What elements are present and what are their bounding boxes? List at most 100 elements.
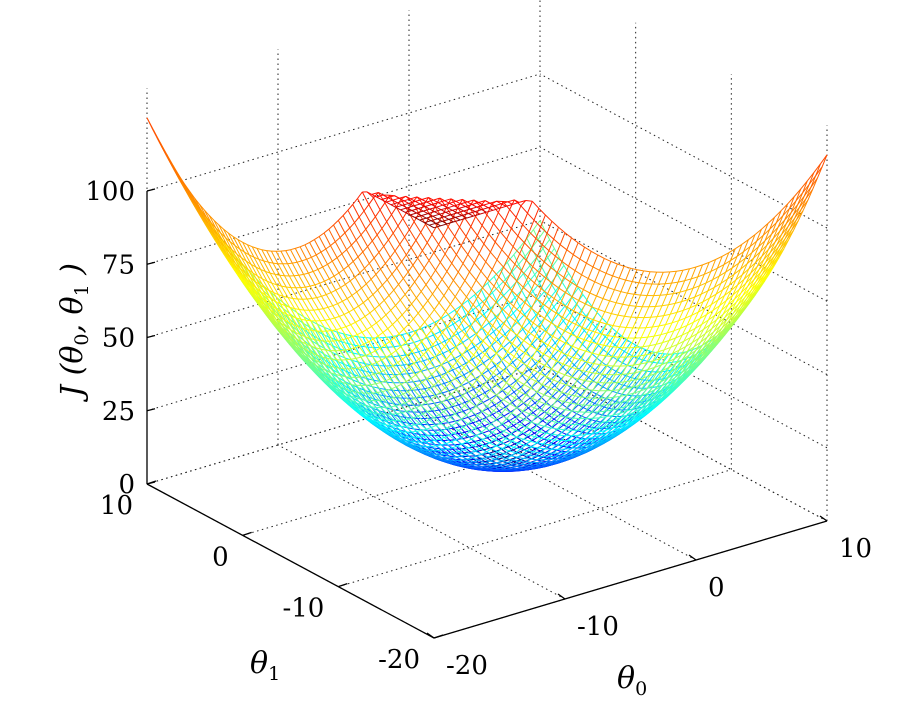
mesh-segment — [311, 297, 317, 299]
mesh-segment — [348, 387, 355, 396]
mesh-segment — [506, 262, 513, 273]
mesh-segment — [265, 295, 273, 307]
mesh-segment — [366, 325, 372, 330]
mesh-segment — [347, 343, 354, 354]
mesh-segment — [549, 380, 555, 386]
mesh-segment — [492, 285, 500, 294]
mesh-segment — [446, 425, 453, 429]
mesh-segment — [371, 326, 379, 337]
mesh-segment — [436, 352, 444, 357]
mesh-segment — [548, 409, 557, 416]
mesh-segment — [526, 238, 533, 249]
mesh-segment — [367, 294, 374, 300]
mesh-segment — [354, 374, 362, 378]
mesh-segment — [508, 420, 514, 426]
mesh-segment — [569, 351, 577, 361]
mesh-segment — [455, 439, 463, 445]
mesh-segment — [566, 401, 575, 409]
mesh-segment — [564, 435, 572, 442]
mesh-segment — [430, 425, 437, 428]
mesh-segment — [289, 307, 297, 319]
mesh-segment — [297, 326, 304, 329]
mesh-segment — [599, 398, 607, 406]
mesh-segment — [578, 404, 584, 409]
mesh-segment — [338, 269, 344, 274]
mesh-segment — [247, 269, 255, 282]
mesh-segment — [282, 328, 290, 339]
mesh-segment — [208, 215, 215, 221]
mesh-segment — [310, 320, 318, 325]
mesh-segment — [364, 375, 370, 378]
wall-grid-horizontal — [539, 366, 828, 522]
mesh-segment — [247, 244, 253, 248]
mesh-segment — [561, 273, 570, 283]
mesh-segment — [370, 383, 376, 386]
mesh-segment — [548, 440, 554, 444]
mesh-segment — [180, 177, 186, 186]
mesh-segment — [208, 215, 217, 229]
mesh-segment — [213, 219, 220, 226]
mesh-segment — [346, 249, 354, 262]
mesh-segment — [437, 344, 444, 354]
mesh-segment — [445, 443, 453, 449]
mesh-segment — [459, 319, 465, 330]
mesh-segment — [446, 428, 452, 435]
mesh-segment — [279, 303, 288, 315]
mesh-segment — [557, 394, 565, 401]
mesh-segment — [374, 308, 382, 320]
mesh-segment — [353, 391, 361, 400]
mesh-segment — [511, 264, 519, 273]
mesh-segment — [285, 326, 293, 337]
mesh-segment — [349, 280, 358, 293]
mesh-segment — [499, 325, 506, 335]
mesh-segment — [459, 426, 465, 433]
mesh-segment — [380, 318, 389, 329]
mesh-segment — [299, 334, 307, 345]
mesh-segment — [466, 392, 473, 400]
mesh-segment — [538, 447, 545, 450]
mesh-segment — [291, 316, 299, 327]
mesh-segment — [523, 458, 531, 460]
mesh-segment — [549, 336, 556, 344]
mesh-segment — [353, 305, 359, 310]
wall-grid-horizontal — [146, 73, 541, 192]
mesh-segment — [260, 268, 266, 272]
mesh-segment — [360, 355, 366, 358]
mesh-segment — [468, 455, 476, 457]
mesh-segment — [448, 420, 456, 424]
mesh-segment — [350, 384, 357, 392]
x-tick-mark — [688, 554, 697, 561]
mesh-segment — [411, 351, 419, 355]
mesh-segment — [331, 351, 339, 356]
mesh-segment — [563, 320, 569, 328]
mesh-segment — [231, 249, 239, 262]
mesh-segment — [350, 359, 357, 369]
mesh-segment — [477, 395, 484, 403]
mesh-segment — [418, 354, 424, 360]
mesh-segment — [487, 370, 494, 378]
mesh-segment — [548, 436, 556, 442]
mesh-segment — [365, 352, 371, 356]
mesh-segment — [434, 401, 441, 404]
mesh-segment — [237, 239, 243, 243]
mesh-segment — [473, 341, 481, 348]
mesh-segment — [326, 342, 334, 347]
mesh-segment — [501, 310, 508, 320]
mesh-segment — [326, 330, 332, 332]
mesh-segment — [348, 311, 356, 323]
mesh-segment — [234, 263, 243, 275]
wall-grid-horizontal — [146, 220, 541, 338]
mesh-segment — [542, 299, 550, 308]
mesh-segment — [299, 246, 308, 260]
mesh-segment — [526, 381, 533, 388]
mesh-segment — [363, 336, 370, 339]
mesh-segment — [539, 369, 546, 376]
mesh-segment — [343, 311, 350, 315]
mesh-segment — [573, 356, 582, 366]
mesh-segment — [317, 266, 323, 270]
mesh-segment — [273, 292, 281, 304]
mesh-segment — [315, 347, 321, 350]
mesh-segment — [341, 382, 350, 391]
mesh-segment — [541, 356, 548, 364]
mesh-segment — [303, 274, 311, 287]
